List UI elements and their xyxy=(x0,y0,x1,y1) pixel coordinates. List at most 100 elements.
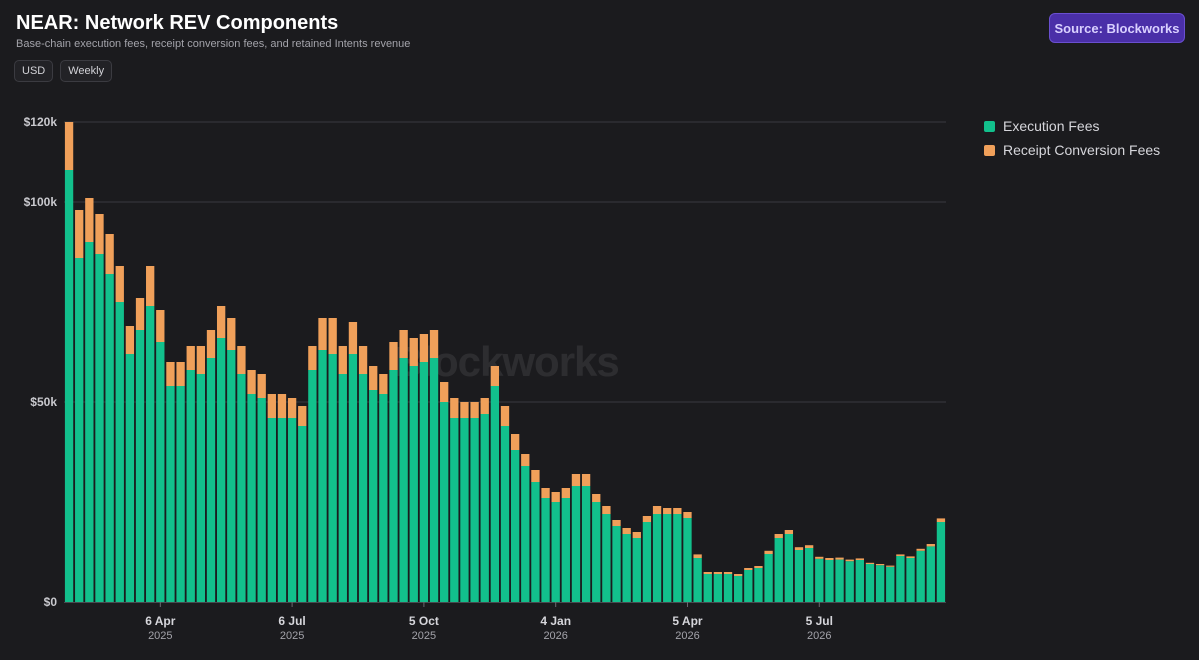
source-button[interactable]: Source: Blockworks xyxy=(1049,13,1185,43)
x-tick-year: 2025 xyxy=(412,630,436,642)
receipt-conversion-fees-bar xyxy=(622,528,631,534)
execution-fees-bar xyxy=(115,302,124,602)
execution-fees-bar xyxy=(196,374,206,602)
y-tick-label: $120k xyxy=(24,115,58,129)
legend-label: Receipt Conversion Fees xyxy=(1003,142,1161,158)
receipt-conversion-fees-bar xyxy=(247,370,256,394)
execution-fees-bar xyxy=(125,354,135,602)
receipt-conversion-fees-bar xyxy=(865,562,875,564)
execution-fees-bar xyxy=(693,558,702,602)
execution-fees-bar xyxy=(318,350,327,602)
execution-fees-bar xyxy=(815,558,824,602)
execution-fees-bar xyxy=(409,366,418,602)
execution-fees-bar xyxy=(926,546,935,602)
receipt-conversion-fees-bar xyxy=(176,362,185,386)
receipt-conversion-fees-bar xyxy=(399,330,408,358)
receipt-conversion-fees-bar xyxy=(693,554,702,558)
execution-fees-bar xyxy=(663,514,672,602)
y-tick-label: $50k xyxy=(30,395,57,409)
receipt-conversion-fees-bar xyxy=(663,508,672,514)
receipt-conversion-fees-bar xyxy=(196,346,206,374)
execution-fees-bar xyxy=(166,386,175,602)
x-tick-label: 5 Jul xyxy=(806,614,833,628)
legend-item-receipt-conversion-fees[interactable]: Receipt Conversion Fees xyxy=(984,142,1160,158)
execution-fees-bar xyxy=(632,538,641,602)
receipt-conversion-fees-bar xyxy=(429,330,439,358)
execution-fees-bar xyxy=(480,414,489,602)
execution-fees-bar xyxy=(257,398,266,602)
execution-fees-bar xyxy=(308,370,317,602)
execution-fees-bar xyxy=(328,354,337,602)
execution-fees-bar xyxy=(64,170,74,602)
execution-fees-bar xyxy=(723,574,733,602)
receipt-conversion-fees-bar xyxy=(348,322,358,354)
receipt-conversion-fees-bar xyxy=(480,398,489,414)
receipt-conversion-fees-bar xyxy=(389,342,398,370)
execution-fees-bar xyxy=(906,558,915,602)
receipt-conversion-fees-bar xyxy=(906,556,915,558)
execution-fees-bar xyxy=(592,502,601,602)
receipt-conversion-fees-bar xyxy=(227,318,236,350)
receipt-conversion-fees-bar xyxy=(440,382,449,402)
execution-fees-bar xyxy=(531,482,540,602)
receipt-conversion-fees-bar xyxy=(804,545,814,548)
receipt-conversion-fees-bar xyxy=(744,568,753,570)
x-tick-label: 5 Apr xyxy=(672,614,703,628)
interval-pill[interactable]: Weekly xyxy=(60,60,113,82)
receipt-conversion-fees-bar xyxy=(257,374,266,398)
receipt-conversion-fees-bar xyxy=(673,508,682,514)
execution-fees-bar xyxy=(267,418,276,602)
receipt-conversion-fees-bar xyxy=(338,346,347,374)
execution-fees-bar xyxy=(227,350,236,602)
receipt-conversion-fees-bar xyxy=(916,548,925,551)
receipt-conversion-fees-bar xyxy=(713,572,723,574)
receipt-conversion-fees-bar xyxy=(541,488,550,498)
receipt-conversion-fees-bar xyxy=(652,506,662,514)
execution-fees-bar xyxy=(764,554,773,602)
receipt-conversion-fees-bar xyxy=(500,406,510,426)
execution-fees-bar xyxy=(85,242,94,602)
execution-fees-bar xyxy=(450,418,459,602)
receipt-conversion-fees-bar xyxy=(794,547,804,550)
execution-fees-bar xyxy=(105,274,114,602)
receipt-conversion-fees-bar xyxy=(186,346,195,370)
receipt-conversion-fees-bar xyxy=(115,266,124,302)
receipt-conversion-fees-bar xyxy=(298,406,307,426)
receipt-conversion-fees-bar xyxy=(358,346,368,374)
execution-fees-bar xyxy=(652,514,662,602)
execution-fees-bar xyxy=(490,386,500,602)
execution-fees-bar xyxy=(358,374,368,602)
receipt-conversion-fees-bar xyxy=(845,559,854,562)
receipt-conversion-fees-bar xyxy=(146,266,155,306)
receipt-conversion-fees-bar xyxy=(125,326,135,354)
execution-fees-bar xyxy=(875,565,885,602)
execution-fees-bar xyxy=(754,568,763,602)
execution-fees-bar xyxy=(541,498,550,602)
execution-fees-bar xyxy=(176,386,185,602)
receipt-conversion-fees-bar xyxy=(764,550,773,554)
execution-fees-bar xyxy=(135,330,145,602)
execution-fees-bar xyxy=(916,550,925,602)
receipt-conversion-fees-swatch xyxy=(984,144,995,156)
x-tick-year: 2025 xyxy=(280,630,304,642)
receipt-conversion-fees-bar xyxy=(470,402,479,418)
execution-fees-bar xyxy=(186,370,195,602)
execution-fees-bar xyxy=(622,534,631,602)
receipt-conversion-fees-bar xyxy=(592,494,601,502)
currency-pill[interactable]: USD xyxy=(14,60,54,82)
execution-fees-swatch xyxy=(984,120,995,132)
receipt-conversion-fees-bar xyxy=(632,532,641,538)
execution-fees-bar xyxy=(825,560,834,602)
execution-fees-bar xyxy=(429,358,439,602)
receipt-conversion-fees-bar xyxy=(825,558,834,560)
execution-fees-bar xyxy=(794,550,804,602)
execution-fees-bar xyxy=(379,394,388,602)
receipt-conversion-fees-bar xyxy=(815,556,824,559)
execution-fees-bar xyxy=(713,574,723,602)
execution-fees-bar xyxy=(237,374,246,602)
execution-fees-bar xyxy=(612,526,621,602)
legend-item-execution-fees[interactable]: Execution Fees xyxy=(984,118,1160,134)
execution-fees-bar xyxy=(460,418,469,602)
receipt-conversion-fees-bar xyxy=(75,210,84,258)
